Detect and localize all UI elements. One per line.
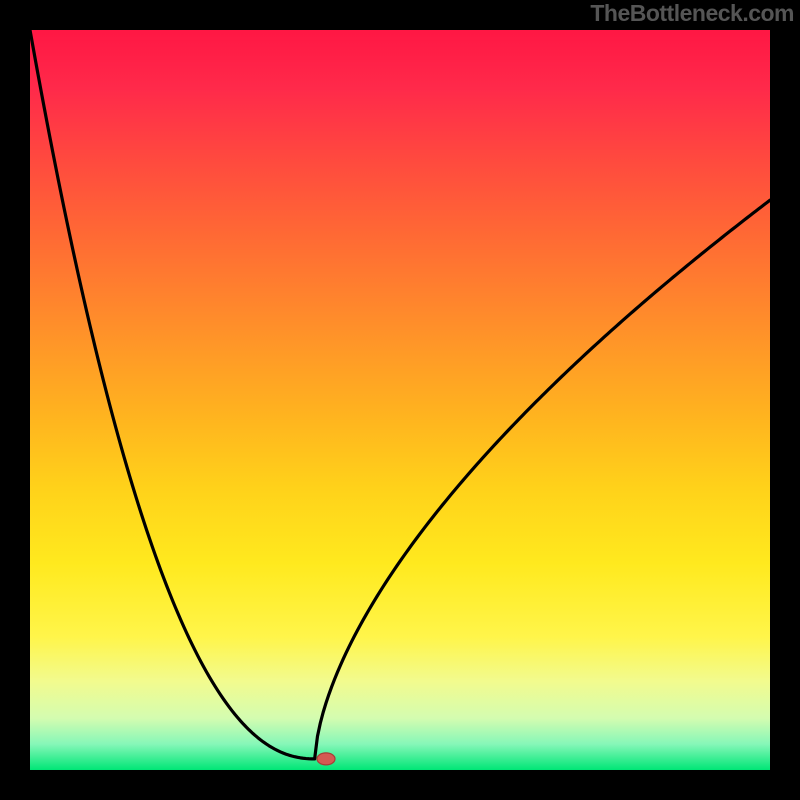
chart-svg (0, 0, 800, 800)
bottleneck-marker (317, 753, 335, 765)
plot-gradient-background (30, 30, 770, 770)
chart-stage: TheBottleneck.com (0, 0, 800, 800)
